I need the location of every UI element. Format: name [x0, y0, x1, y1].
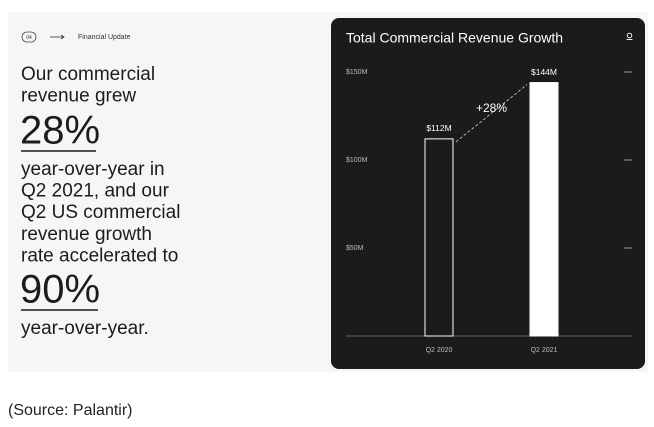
body-line: year-over-year. [21, 318, 149, 339]
bar [424, 138, 454, 337]
body-line: revenue growth [21, 224, 152, 245]
y-tick-label: $150M [346, 69, 368, 76]
chart-title: Total Commercial Revenue Growth [346, 30, 563, 46]
page-number: 04 [26, 35, 32, 41]
x-tick-label: Q2 2020 [426, 347, 453, 354]
x-tick-label: Q2 2021 [531, 347, 558, 354]
chart-panel [331, 18, 645, 369]
bar [529, 82, 559, 337]
logo [626, 32, 633, 40]
annotation: +28% [476, 101, 507, 115]
body-line: Q2 US commercial [21, 202, 180, 223]
logo-ring [626, 32, 633, 39]
value-label: $144M [531, 67, 557, 77]
growth-connector [455, 84, 528, 143]
body-line: revenue grew [21, 86, 136, 107]
highlight: 90% [20, 268, 100, 312]
value-label: $112M [426, 123, 451, 133]
y-tick-label: $50M [346, 245, 364, 252]
y-tick-label: $100M [346, 157, 368, 164]
chart: $50M $100M $150M Q2 2020 $112M Q2 2021 $144M +2… [346, 67, 632, 354]
body-line: year-over-year in [21, 159, 165, 180]
body-line: Our commercial [21, 64, 155, 85]
highlight: 28% [20, 109, 100, 153]
body-line: Q2 2021, and our [21, 181, 170, 202]
body-line: rate accelerated to [21, 245, 178, 266]
section-label: Financial Update [78, 34, 131, 41]
caption: (Source: Palantir) [8, 402, 133, 419]
arrow-head [60, 34, 65, 40]
page-number-badge [21, 31, 37, 43]
